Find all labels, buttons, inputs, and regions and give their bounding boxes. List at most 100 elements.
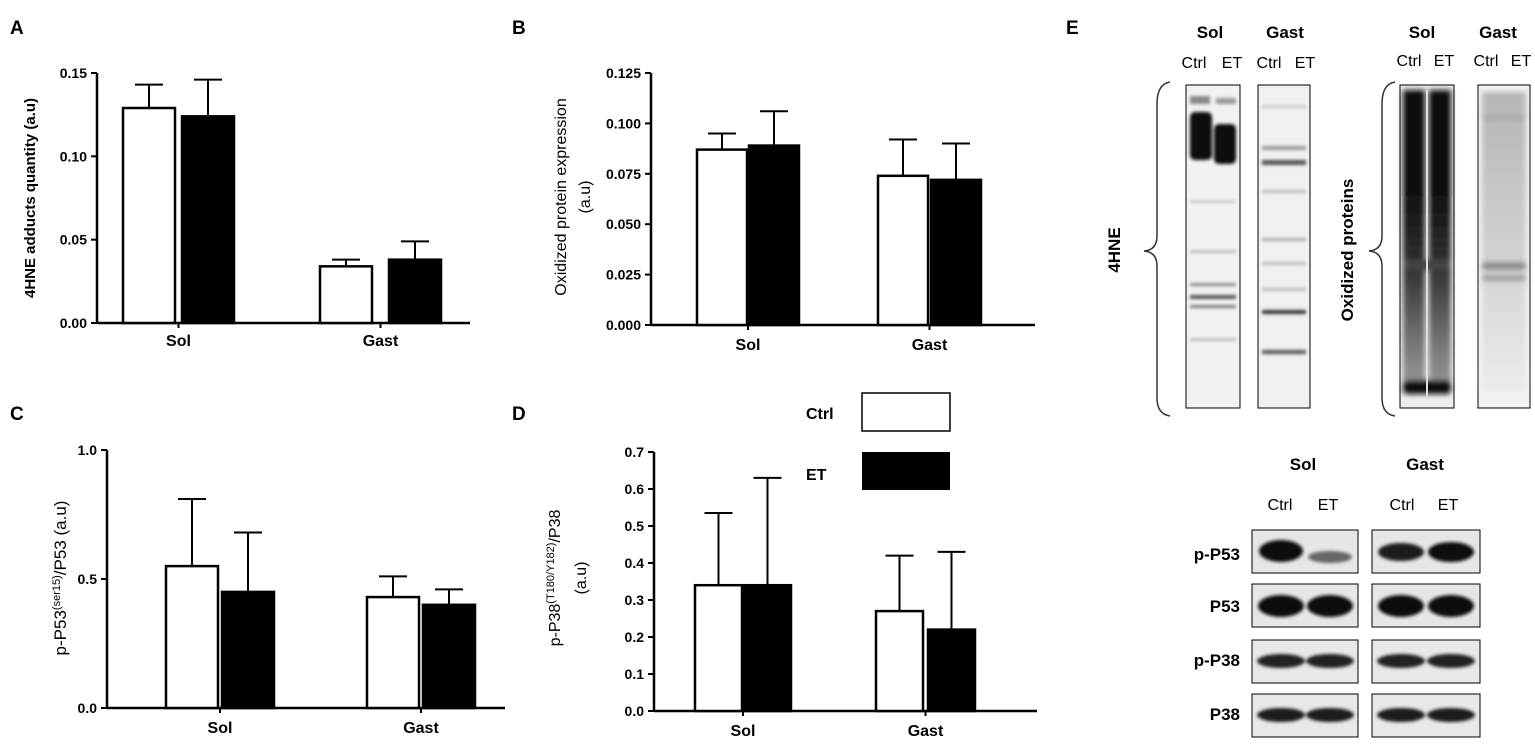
y-tick-label: 0.075	[606, 166, 641, 182]
blot-4hne-gast-box	[1257, 84, 1311, 409]
blot-p53-bands	[1258, 595, 1474, 617]
bar-et-gast	[926, 628, 977, 713]
blot-bottom-lane-4: ET	[1438, 497, 1459, 514]
x-category-label: Sol	[731, 723, 756, 740]
bar-ctrl-gast	[874, 609, 925, 713]
chart-b-ylabel-units: (a.u)	[577, 181, 594, 214]
y-tick-label: 0.6	[625, 481, 645, 497]
blot-4hne-sol-header: Sol	[1197, 23, 1223, 42]
blot-row-label-p38: P38	[1210, 705, 1240, 724]
bar-ctrl-sol	[164, 564, 220, 710]
blot-bottom-lane-3: Ctrl	[1390, 497, 1415, 514]
blot-ox-gast-header: Gast	[1479, 23, 1517, 42]
y-tick-label: 0.100	[606, 115, 641, 131]
bar-ctrl-gast	[365, 595, 421, 710]
chart-d: 0.0 0.1 0.2 0.3 0.4 0.5 0.6 0.7 Sol Gast p-P38(T1…	[545, 444, 1037, 740]
blot-ox-sol-header: Sol	[1409, 23, 1435, 42]
bar-et-gast	[387, 258, 443, 325]
bar-ctrl-sol	[695, 148, 749, 327]
bar-ctrl-gast	[318, 265, 374, 325]
x-category-label: Sol	[208, 720, 233, 737]
blot-ox-gast-et: ET	[1511, 53, 1532, 70]
blot-p-p38-bands	[1257, 654, 1475, 668]
blot-4hne-sol-ctrl: Ctrl	[1182, 55, 1207, 72]
panel-letter-b: B	[512, 18, 526, 39]
blot-ox-sol-et: ET	[1434, 53, 1455, 70]
bar-et-sol	[747, 144, 801, 327]
y-tick-label: 0.000	[606, 317, 641, 333]
chart-d-ylabel-rest: /P38	[547, 510, 564, 543]
blot-bottom-sol-header: Sol	[1290, 455, 1316, 474]
y-tick-label: 0.0	[78, 700, 98, 716]
panel-letter-d: D	[512, 404, 526, 425]
bar-ctrl-sol	[121, 106, 177, 325]
y-tick-label: 0.025	[606, 267, 641, 283]
y-tick-label: 0.00	[60, 315, 87, 331]
y-tick-label: 1.0	[78, 442, 98, 458]
blot-ox-label: Oxidized proteins	[1338, 179, 1357, 322]
y-tick-label: 0.0	[625, 703, 645, 719]
blot-4hne-gast-bands	[1262, 105, 1306, 354]
bar-et-sol	[742, 583, 793, 713]
chart-d-ylabel: p-P38(T180/Y182)/P38	[545, 510, 564, 647]
y-tick-label: 0.1	[625, 666, 645, 682]
blot-top-4hne: Sol Gast Ctrl ET Ctrl ET 4HNE	[1105, 23, 1316, 417]
blot-4hne-gast-header: Gast	[1266, 23, 1304, 42]
chart-d-ylabel-units: (a.u)	[573, 562, 590, 595]
x-category-label: Sol	[736, 337, 761, 354]
legend-et-swatch	[862, 452, 950, 490]
blot-bottom-lane-2: ET	[1318, 497, 1339, 514]
blot-4hne-sol-bands	[1190, 96, 1236, 341]
blot-row-label-p-p53: p-P53	[1194, 545, 1240, 564]
blot-ox-sol-ctrl: Ctrl	[1397, 53, 1422, 70]
blot-4hne-sol-et: ET	[1222, 55, 1243, 72]
blot-p-p53-bands	[1259, 540, 1474, 563]
y-tick-label: 0.10	[60, 148, 87, 164]
blot-4hne-label: 4HNE	[1105, 227, 1124, 272]
chart-c: 0.0 0.5 1.0 Sol Gast p-P53(ser15)/P53 (a.u)	[51, 442, 505, 737]
y-tick-label: 0.7	[625, 444, 645, 460]
blot-ox-brace	[1368, 81, 1396, 417]
chart-c-ylabel-sup: (ser15)	[51, 575, 63, 610]
blot-4hne-brace	[1143, 81, 1171, 417]
bar-ctrl-gast	[876, 174, 930, 327]
y-tick-label: 0.3	[625, 592, 645, 608]
y-tick-label: 0.15	[60, 65, 87, 81]
y-tick-label: 0.05	[60, 232, 87, 248]
legend-ctrl-swatch	[861, 392, 951, 432]
y-tick-label: 0.125	[606, 65, 641, 81]
chart-c-ylabel-main: p-P53	[51, 610, 70, 655]
panel-letter-e: E	[1066, 18, 1079, 39]
y-tick-label: 0.4	[625, 555, 645, 571]
chart-a-ylabel: 4HNE adducts quantity (a.u)	[22, 98, 39, 298]
chart-a: 0.00 0.05 0.10 0.15 Sol Gast 4HNE adducts qua…	[22, 65, 470, 350]
legend: Ctrl ET	[806, 392, 951, 490]
blot-bottom-lane-1: Ctrl	[1268, 497, 1293, 514]
panel-letter-a: A	[10, 18, 24, 39]
blot-bottom: Sol Gast Ctrl ET Ctrl ET p-P53 P53 p-P38	[1194, 455, 1481, 738]
chart-c-ylabel-rest: /P53 (a.u)	[51, 501, 70, 576]
x-category-label: Gast	[403, 720, 439, 737]
blot-p38-bands	[1257, 708, 1475, 722]
blot-row-label-p-p38: p-P38	[1194, 651, 1240, 670]
y-tick-label: 0.5	[625, 518, 645, 534]
blot-bottom-gast-header: Gast	[1406, 455, 1444, 474]
chart-c-ylabel: p-P53(ser15)/P53 (a.u)	[51, 501, 70, 656]
chart-d-ylabel-main: p-P38	[547, 604, 564, 647]
blot-ox-gast-bands	[1482, 92, 1526, 392]
blot-top-oxidized: Sol Gast Ctrl ET Ctrl ET Oxidized protei…	[1338, 23, 1532, 417]
blot-ox-gast-ctrl: Ctrl	[1474, 53, 1499, 70]
blot-4hne-gast-et: ET	[1295, 55, 1316, 72]
blot-4hne-gast-ctrl: Ctrl	[1257, 55, 1282, 72]
x-category-label: Sol	[166, 333, 191, 350]
x-category-label: Gast	[363, 333, 399, 350]
bar-et-gast	[421, 603, 477, 710]
bar-et-gast	[929, 178, 983, 327]
legend-et-label: ET	[806, 467, 827, 484]
bar-et-sol	[220, 590, 276, 710]
bar-ctrl-sol	[693, 583, 744, 713]
chart-b: 0.000 0.025 0.050 0.075 0.100 0.125 Sol Gast Ox…	[553, 65, 1035, 354]
y-tick-label: 0.5	[78, 571, 98, 587]
y-tick-label: 0.2	[625, 629, 645, 645]
